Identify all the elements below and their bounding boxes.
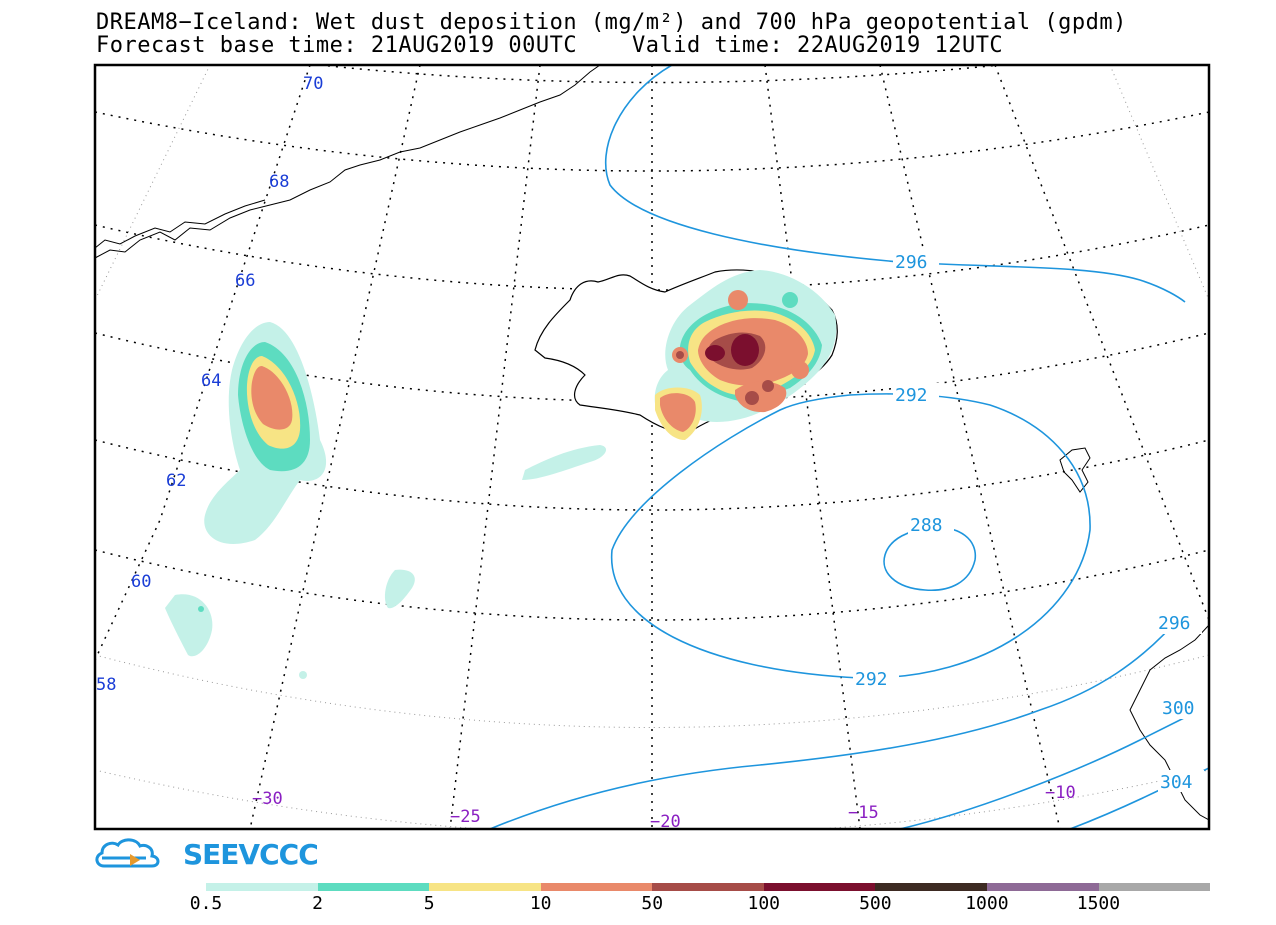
lon-label-30w: −30 (252, 789, 283, 809)
colorbar-label: 5 (423, 893, 435, 914)
dust-area-iceland (654, 270, 837, 440)
contour-label-304: 304 (1160, 772, 1193, 793)
colorbar-label: 1500 (1076, 893, 1121, 914)
dust-area-west (165, 322, 607, 679)
lat-label-64: 64 (201, 371, 221, 391)
longitude-gridlines (95, 65, 1209, 829)
lat-label-68: 68 (269, 172, 289, 192)
lat-label-60: 60 (131, 572, 151, 592)
colorbar-label: 500 (859, 893, 892, 914)
map-frame (93, 63, 1211, 831)
lon-label-25w: −25 (450, 807, 481, 827)
lat-label-66: 66 (235, 271, 255, 291)
contour-label-292-north: 292 (895, 385, 928, 406)
greenland-coastline (95, 65, 601, 259)
colorbar-segment (763, 883, 876, 891)
contour-label-296: 296 (895, 252, 928, 273)
lat-label-70: 70 (303, 74, 323, 94)
colorbar-label: 1000 (965, 893, 1009, 914)
lon-label-20w: −20 (650, 812, 681, 832)
colorbar-segment (206, 883, 318, 891)
lon-label-10w: −10 (1045, 783, 1076, 803)
latitude-labels: 70 68 66 64 62 60 58 (96, 74, 323, 695)
contour-labels: 296 292 288 292 296 300 304 (853, 250, 1206, 793)
colorbar-label: 100 (747, 893, 781, 914)
contour-label-296-southeast: 296 (1158, 613, 1191, 634)
colorbar-segment (429, 883, 541, 891)
map-title-line2: Forecast base time: 21AUG2019 00UTC Vali… (96, 33, 1004, 58)
longitude-labels: −30 −25 −20 −15 −10 (252, 783, 1076, 832)
colorbar-segment (1098, 883, 1211, 891)
contour-label-300: 300 (1162, 698, 1195, 719)
colorbar-segment (652, 883, 764, 891)
colorbar-label: 10 (529, 893, 552, 914)
contour-label-292-south: 292 (855, 669, 888, 690)
colorbar (206, 883, 1211, 891)
colorbar-label: 50 (641, 893, 664, 914)
scotland-coastline (1129, 624, 1209, 821)
lon-label-15w: −15 (848, 803, 879, 823)
faroe-islands (1059, 447, 1091, 493)
colorbar-segment (317, 883, 430, 891)
lat-label-58: 58 (96, 675, 116, 695)
colorbar-segment (875, 883, 987, 891)
seevccc-logo-text: SEEVCCC (183, 838, 319, 871)
colorbar-segment (540, 883, 653, 891)
contour-label-288: 288 (910, 515, 943, 536)
lat-label-62: 62 (166, 471, 186, 491)
cloud-logo-icon (95, 838, 160, 868)
colorbar-label: 0.5 (189, 893, 223, 914)
map-title-line1: DREAM8−Iceland: Wet dust deposition (mg/… (96, 10, 1127, 35)
colorbar-label: 2 (312, 893, 323, 914)
colorbar-segment (986, 883, 1099, 891)
